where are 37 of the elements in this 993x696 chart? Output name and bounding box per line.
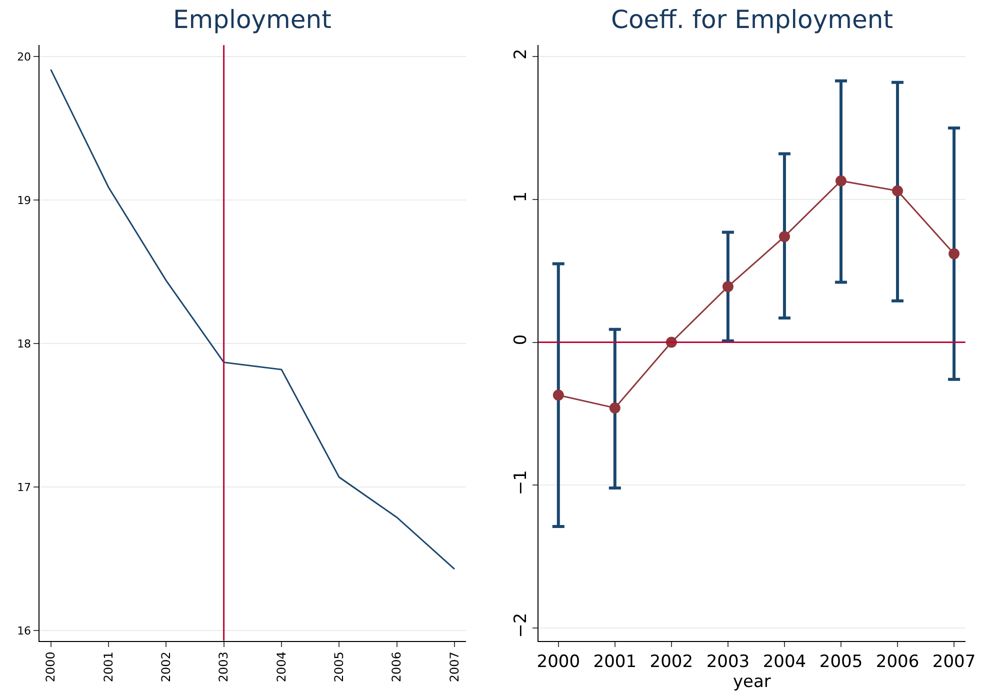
x-tick-label: 2003	[216, 652, 231, 682]
point	[778, 231, 790, 242]
x-tick-label: 2005	[332, 652, 346, 682]
x-tick-label: 2000	[536, 652, 580, 672]
y-tick-label: 19	[17, 194, 32, 208]
y-tick-label: −1	[510, 470, 531, 496]
point	[609, 402, 620, 414]
x-tick-label: 2002	[650, 652, 694, 672]
x-tick-label: 2006	[876, 652, 920, 672]
x-tick-label: 2001	[101, 652, 116, 682]
x-axis-title: year	[733, 672, 771, 692]
y-tick-label: −2	[510, 612, 531, 638]
chart-title: Coeff. for Employment	[611, 5, 894, 34]
x-tick-label: 2003	[706, 652, 750, 672]
point	[836, 175, 846, 186]
chart-title: Employment	[173, 5, 332, 34]
x-tick-label: 2001	[593, 652, 637, 672]
y-tick-label: 18	[17, 338, 32, 351]
line-series	[50, 68, 456, 570]
y-tick-label: 0	[510, 334, 531, 346]
x-tick-label: 2005	[819, 652, 863, 672]
y-tick-label: 1	[510, 191, 531, 202]
point	[892, 185, 904, 196]
y-tick-label: 20	[17, 50, 32, 64]
x-tick-label: 2002	[159, 652, 174, 682]
point	[722, 281, 734, 292]
x-tick-label: 2000	[44, 652, 58, 682]
point	[948, 248, 960, 260]
x-tick-label: 2007	[447, 652, 462, 682]
x-tick-label: 2004	[274, 652, 288, 682]
y-tick-label: 17	[17, 481, 32, 494]
x-tick-label: 2006	[390, 652, 404, 682]
point	[552, 390, 564, 401]
y-tick-label: 2	[510, 48, 531, 60]
x-tick-label: 2007	[932, 652, 976, 672]
y-tick-label: 16	[17, 624, 32, 638]
x-tick-label: 2004	[762, 652, 806, 672]
